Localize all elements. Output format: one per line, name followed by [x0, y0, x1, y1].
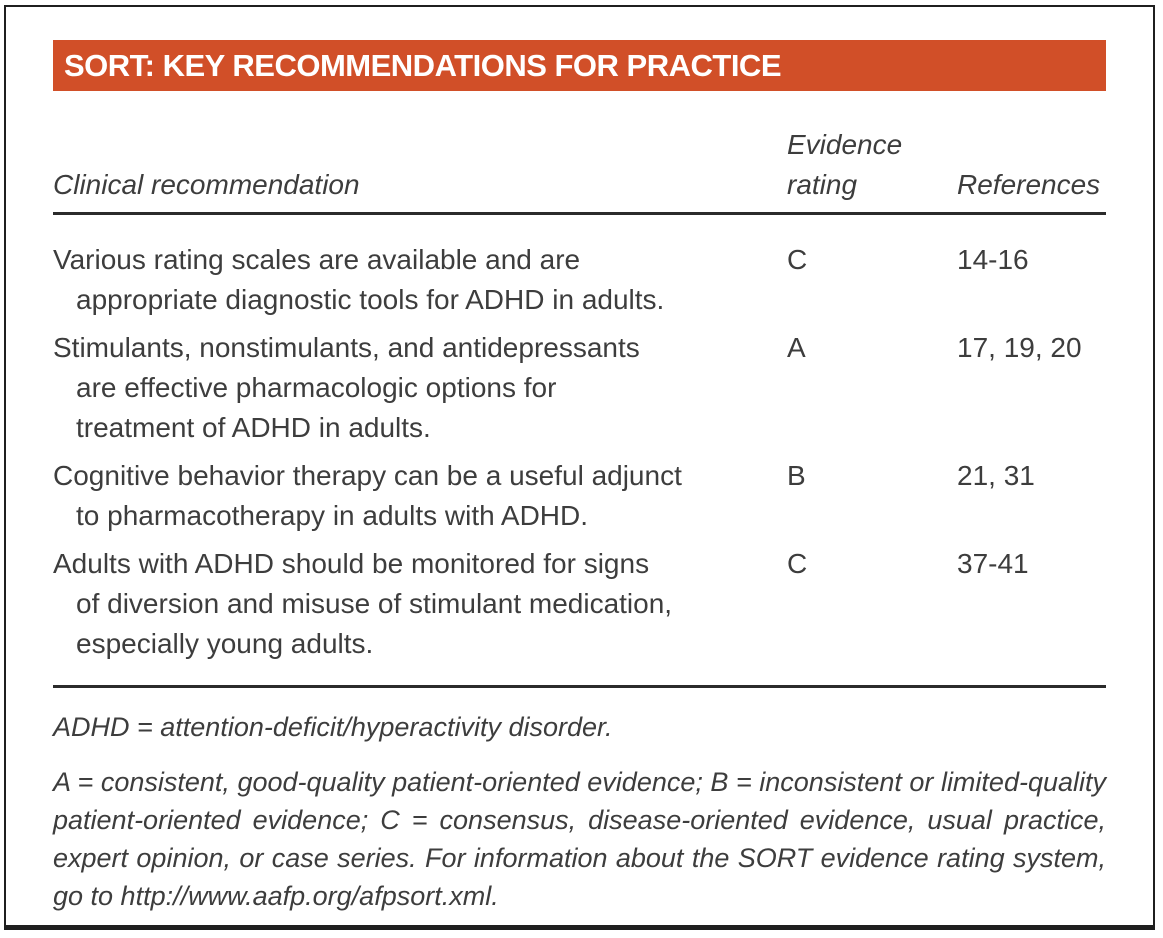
- table-row: Adults with ADHD should be monitored for…: [53, 544, 1106, 664]
- recommendation-line: to pharmacotherapy in adults with ADHD.: [76, 500, 589, 531]
- recommendation-line: Stimulants, nonstimulants, and antidepre…: [53, 332, 640, 363]
- footnote-evidence-rating-key: A = consistent, good-quality patient-ori…: [53, 767, 1106, 911]
- evidence-rating-cell: A: [787, 332, 806, 363]
- recommendation-cell: Stimulants, nonstimulants, and antidepre…: [53, 328, 787, 448]
- recommendation-line: Various rating scales are available and …: [53, 244, 581, 275]
- sort-title-bar: SORT: KEY RECOMMENDATIONS FOR PRACTICE: [53, 40, 1106, 91]
- recommendation-cell: Cognitive behavior therapy can be a usef…: [53, 456, 787, 536]
- recommendation-line: of diversion and misuse of stimulant med…: [76, 588, 673, 619]
- recommendation-cell: Various rating scales are available and …: [53, 240, 787, 320]
- evidence-rating-cell: C: [787, 548, 808, 579]
- footnote-abbreviations: ADHD = attention-deficit/hyperactivity d…: [53, 712, 613, 742]
- references-cell: 17, 19, 20: [957, 332, 1082, 363]
- references-cell: 37-41: [957, 548, 1029, 579]
- recommendation-line: especially young adults.: [76, 628, 374, 659]
- col-header-evidence-rating: Evidence rating: [787, 129, 903, 200]
- table-row: Cognitive behavior therapy can be a usef…: [53, 456, 1106, 536]
- recommendation-line: are effective pharmacologic options for: [76, 372, 557, 403]
- table-body: Various rating scales are available and …: [53, 215, 1106, 688]
- table-header-row: Clinical recommendation Evidence rating …: [53, 125, 1106, 215]
- recommendation-line: Adults with ADHD should be monitored for…: [53, 548, 650, 579]
- references-cell: 14-16: [957, 244, 1029, 275]
- figure-content: SORT: KEY RECOMMENDATIONS FOR PRACTICE C…: [6, 7, 1153, 915]
- table-row: Various rating scales are available and …: [53, 240, 1106, 320]
- recommendation-line: appropriate diagnostic tools for ADHD in…: [76, 284, 665, 315]
- figure-frame: SORT: KEY RECOMMENDATIONS FOR PRACTICE C…: [4, 5, 1155, 930]
- col-header-references: References: [957, 169, 1101, 200]
- references-cell: 21, 31: [957, 460, 1035, 491]
- evidence-rating-cell: C: [787, 244, 808, 275]
- col-header-clinical-recommendation: Clinical recommendation: [53, 169, 360, 200]
- table-row: Stimulants, nonstimulants, and antidepre…: [53, 328, 1106, 448]
- figure-title: SORT: KEY RECOMMENDATIONS FOR PRACTICE: [64, 47, 782, 83]
- evidence-rating-cell: B: [787, 460, 806, 491]
- recommendation-cell: Adults with ADHD should be monitored for…: [53, 544, 787, 664]
- recommendation-line: treatment of ADHD in adults.: [76, 412, 431, 443]
- recommendation-line: Cognitive behavior therapy can be a usef…: [53, 460, 682, 491]
